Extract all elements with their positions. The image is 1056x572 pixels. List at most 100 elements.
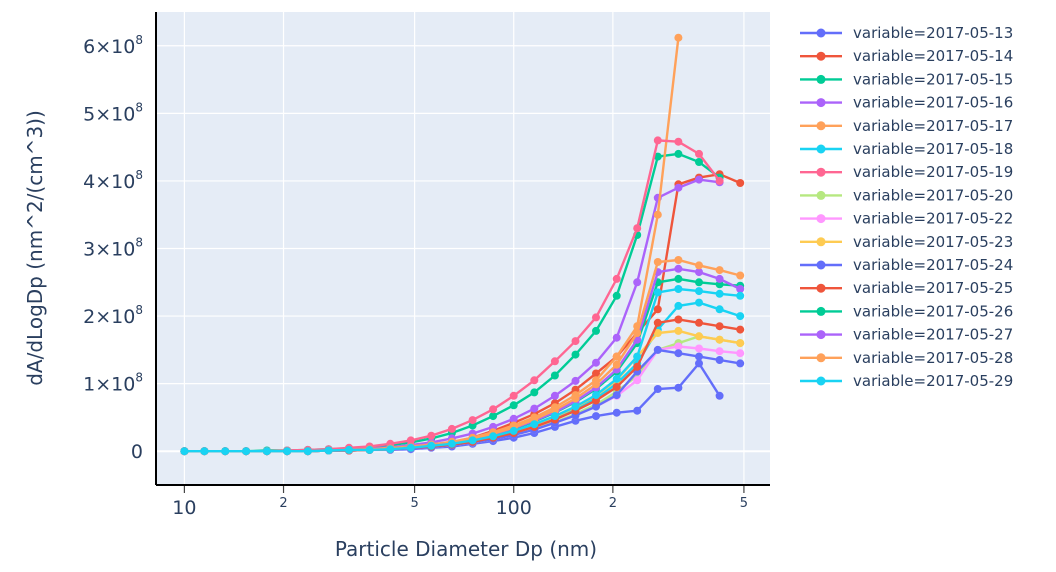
legend-label: variable=2017-05-23 xyxy=(853,233,1013,251)
legend-item[interactable]: variable=2017-05-20 xyxy=(800,186,1013,204)
data-point xyxy=(715,322,724,331)
legend-item[interactable]: variable=2017-05-28 xyxy=(800,349,1013,367)
data-point xyxy=(674,326,683,335)
legend-item[interactable]: variable=2017-05-15 xyxy=(800,70,1013,88)
y-tick-label: 6×108 xyxy=(83,33,143,58)
data-point xyxy=(509,401,518,410)
legend-item[interactable]: variable=2017-05-22 xyxy=(800,210,1013,228)
data-point xyxy=(715,266,724,275)
legend-swatch-marker xyxy=(816,121,826,131)
x-axis-ticks: 10 2 5 100 2 5 xyxy=(172,485,748,519)
data-point xyxy=(447,424,456,433)
data-point xyxy=(447,439,456,448)
data-point xyxy=(674,349,683,358)
data-point xyxy=(695,268,703,277)
legend-swatch-marker xyxy=(816,51,826,61)
data-point xyxy=(736,359,745,368)
data-point xyxy=(715,356,724,364)
data-point xyxy=(592,369,600,378)
data-point xyxy=(571,402,580,411)
data-point xyxy=(612,391,621,400)
data-point xyxy=(550,406,559,414)
data-point xyxy=(468,416,477,425)
legend-swatch-marker xyxy=(816,353,826,363)
legend-item[interactable]: variable=2017-05-25 xyxy=(800,279,1013,297)
legend-item[interactable]: variable=2017-05-13 xyxy=(800,24,1013,42)
data-point xyxy=(674,149,683,158)
data-point xyxy=(633,329,642,337)
data-point xyxy=(633,406,642,415)
data-point xyxy=(674,264,683,273)
x-tick-label: 10 xyxy=(172,497,196,519)
legend-item[interactable]: variable=2017-05-14 xyxy=(800,47,1013,65)
data-point xyxy=(592,391,600,400)
data-point xyxy=(736,271,745,280)
legend-swatch-marker xyxy=(816,28,826,38)
data-point xyxy=(571,350,580,359)
data-point xyxy=(550,391,559,400)
legend-item[interactable]: variable=2017-05-18 xyxy=(800,140,1013,158)
data-point xyxy=(715,289,724,298)
data-point xyxy=(653,329,662,337)
data-point xyxy=(695,298,703,307)
legend-label: variable=2017-05-14 xyxy=(853,47,1013,65)
data-point xyxy=(633,362,642,371)
data-point xyxy=(653,385,662,393)
legend-item[interactable]: variable=2017-05-29 xyxy=(800,372,1013,390)
data-point xyxy=(303,447,312,456)
data-point xyxy=(571,394,580,403)
legend-item[interactable]: variable=2017-05-24 xyxy=(800,256,1013,274)
data-point xyxy=(653,258,662,266)
data-point xyxy=(633,224,642,233)
data-point xyxy=(489,432,498,441)
data-point xyxy=(674,33,683,42)
legend-swatch-marker xyxy=(816,214,826,224)
legend-label: variable=2017-05-13 xyxy=(853,24,1013,42)
data-point xyxy=(530,388,539,397)
data-point xyxy=(592,402,600,411)
data-point xyxy=(550,371,559,380)
legend-item[interactable]: variable=2017-05-27 xyxy=(800,326,1013,344)
data-point xyxy=(736,325,745,334)
legend-swatch-marker xyxy=(816,330,826,340)
legend-item[interactable]: variable=2017-05-23 xyxy=(800,233,1013,251)
data-point xyxy=(715,305,724,314)
series-20170529[interactable] xyxy=(180,285,745,456)
legend[interactable]: variable=2017-05-13 variable=2017-05-14 va… xyxy=(800,24,1013,390)
data-point xyxy=(736,339,745,348)
data-point xyxy=(386,445,395,454)
data-point xyxy=(633,376,642,385)
data-point xyxy=(695,278,703,287)
data-point xyxy=(715,274,724,283)
data-point xyxy=(674,301,683,310)
legend-item[interactable]: variable=2017-05-19 xyxy=(800,163,1013,181)
data-point xyxy=(715,176,724,185)
legend-swatch-marker xyxy=(816,167,826,177)
legend-label: variable=2017-05-28 xyxy=(853,349,1013,367)
data-point xyxy=(592,313,600,322)
legend-label: variable=2017-05-24 xyxy=(853,256,1013,274)
data-point xyxy=(406,436,415,445)
data-point xyxy=(509,391,518,400)
data-point xyxy=(489,412,498,421)
data-point xyxy=(530,404,539,413)
data-point xyxy=(612,360,621,369)
y-axis-title: dA/dLogDp (nm^2/(cm^3)) xyxy=(23,110,47,386)
data-point xyxy=(653,136,662,145)
legend-item[interactable]: variable=2017-05-16 xyxy=(800,94,1013,112)
data-point xyxy=(695,149,703,158)
data-point xyxy=(695,175,703,184)
legend-item[interactable]: variable=2017-05-26 xyxy=(800,302,1013,320)
data-point xyxy=(674,342,683,351)
x-tick-label: 5 xyxy=(740,496,748,511)
legend-swatch-marker xyxy=(816,283,826,293)
data-point xyxy=(180,447,189,456)
data-point xyxy=(715,391,724,400)
legend-item[interactable]: variable=2017-05-17 xyxy=(800,117,1013,135)
data-point xyxy=(736,291,745,300)
legend-swatch-marker xyxy=(816,144,826,154)
data-point xyxy=(633,352,642,361)
data-point xyxy=(427,431,436,440)
data-point xyxy=(674,183,683,192)
